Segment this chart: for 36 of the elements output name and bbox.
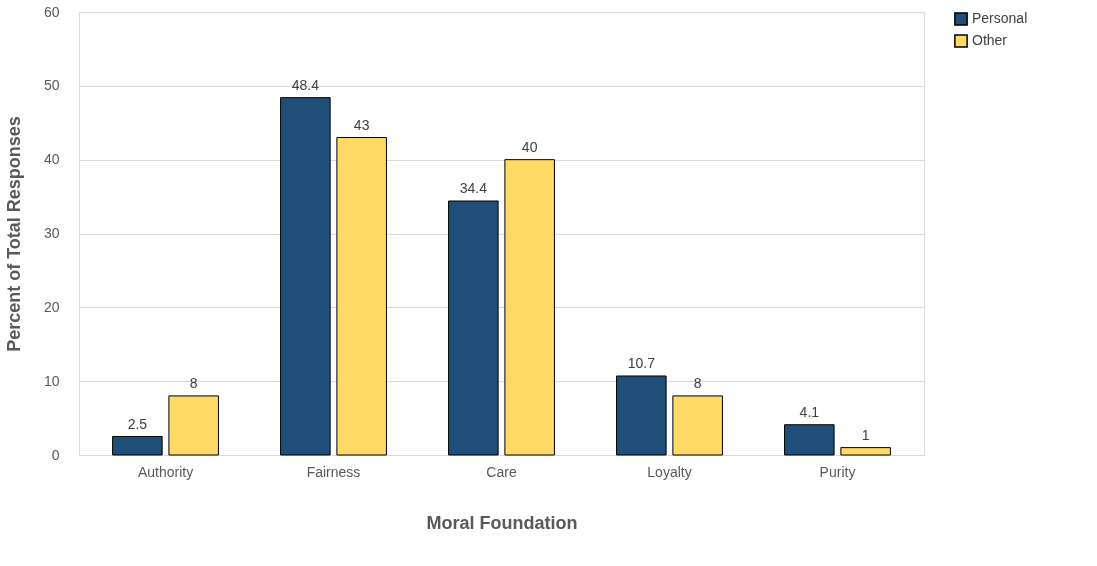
bar [840, 447, 891, 456]
data-label: 48.4 [291, 76, 320, 93]
x-tick-label: Loyalty [647, 463, 692, 480]
x-tick-label: Fairness [306, 463, 361, 480]
bar [168, 395, 219, 456]
data-label: 10.7 [627, 355, 656, 371]
y-tick-label: 0 [51, 446, 60, 463]
x-tick-label: Authority [137, 463, 194, 480]
y-tick-label: 60 [43, 3, 60, 20]
legend-label: Other [972, 32, 1008, 48]
bar [784, 424, 835, 456]
y-tick-label: 50 [43, 77, 60, 94]
data-label: 43 [353, 116, 370, 133]
bar [672, 395, 723, 456]
data-label: 4.1 [799, 403, 820, 420]
x-tick-label: Care [486, 463, 517, 480]
x-axis-title: Moral Foundation [426, 512, 578, 533]
bar [504, 159, 555, 456]
data-label: 2.5 [127, 415, 148, 432]
y-tick-label: 10 [43, 372, 60, 389]
data-label: 8 [189, 374, 198, 391]
bar [336, 137, 387, 456]
y-tick-label: 20 [43, 298, 60, 315]
bar [112, 436, 163, 456]
y-axis-title: Percent of Total Responses [3, 116, 24, 352]
y-tick-label: 30 [43, 225, 60, 241]
data-label: 8 [693, 374, 702, 391]
bar [280, 97, 331, 456]
bar [616, 375, 667, 456]
data-label: 1 [861, 426, 870, 443]
x-tick-label: Purity [819, 463, 856, 480]
legend-label: Personal [972, 10, 1028, 26]
data-label: 40 [521, 138, 538, 155]
y-tick-label: 40 [43, 151, 60, 168]
data-label: 34.4 [459, 180, 488, 197]
bar [448, 200, 499, 456]
